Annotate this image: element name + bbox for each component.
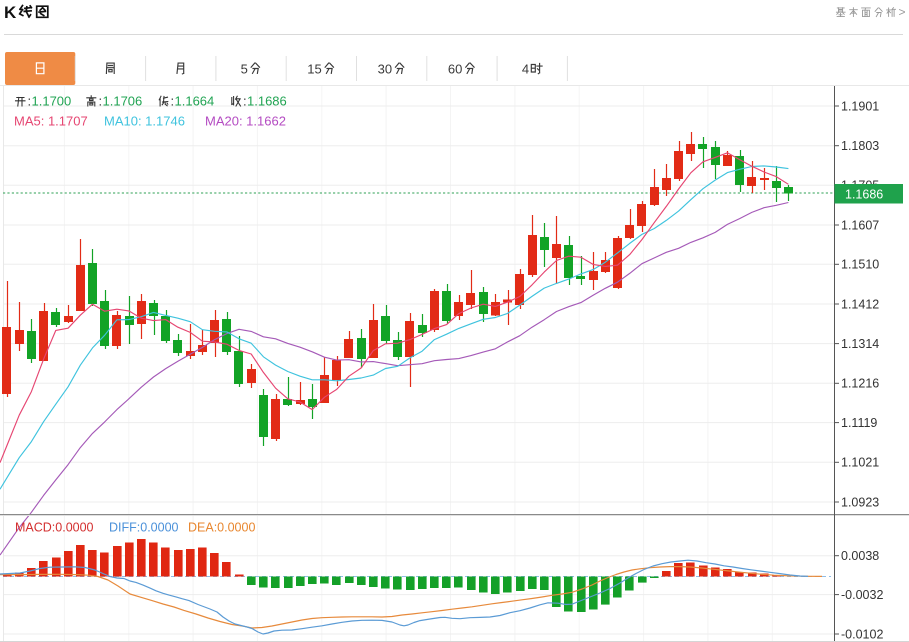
svg-text:K: K (4, 3, 17, 22)
svg-text:DEA:0.0000: DEA:0.0000 (188, 521, 255, 535)
svg-text:1.1412: 1.1412 (841, 297, 879, 311)
svg-text::: : (171, 94, 175, 109)
svg-text:DIFF:0.0000: DIFF:0.0000 (109, 521, 179, 535)
svg-text:MA20: 1.1662: MA20: 1.1662 (205, 114, 286, 129)
svg-text:30: 30 (378, 62, 392, 77)
svg-text:>: > (899, 5, 906, 19)
svg-text::: : (28, 94, 32, 109)
svg-text:1.1216: 1.1216 (841, 377, 879, 391)
svg-text:-0.0032: -0.0032 (841, 588, 883, 602)
svg-text:0.0038: 0.0038 (841, 549, 879, 563)
svg-text:60: 60 (448, 62, 462, 77)
svg-text:15: 15 (307, 62, 321, 77)
svg-text:1.0923: 1.0923 (841, 495, 879, 509)
svg-text:-0.0102: -0.0102 (841, 627, 883, 641)
svg-text::: : (99, 94, 103, 109)
svg-text:1.1901: 1.1901 (841, 99, 879, 113)
svg-text:1.1021: 1.1021 (841, 456, 879, 470)
svg-text:1.1686: 1.1686 (845, 188, 883, 202)
svg-text:MA10: 1.1746: MA10: 1.1746 (104, 114, 185, 129)
svg-text:1.1510: 1.1510 (841, 258, 879, 272)
svg-text:1.1119: 1.1119 (841, 416, 877, 430)
svg-text:1.1803: 1.1803 (841, 139, 879, 153)
svg-text:1.1607: 1.1607 (841, 218, 879, 232)
svg-text:1.1664: 1.1664 (175, 94, 215, 109)
svg-text:1.1706: 1.1706 (103, 94, 143, 109)
svg-text:1.1314: 1.1314 (841, 337, 879, 351)
svg-text:MACD:0.0000: MACD:0.0000 (15, 521, 94, 535)
svg-text:4: 4 (522, 62, 529, 77)
svg-text::: : (243, 94, 247, 109)
svg-text:MA5: 1.1707: MA5: 1.1707 (14, 114, 88, 129)
svg-text:1.1686: 1.1686 (247, 94, 287, 109)
svg-text:5: 5 (241, 62, 248, 77)
svg-text:1.1700: 1.1700 (32, 94, 72, 109)
